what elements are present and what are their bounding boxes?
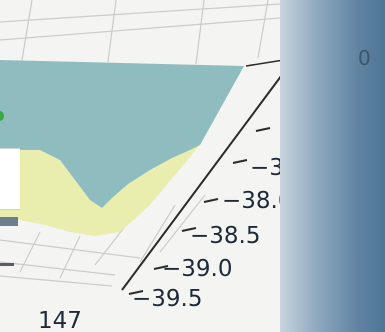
floor-grid-line	[59, 235, 81, 279]
z-tick-label: −39.0	[162, 256, 232, 282]
marker-dot	[0, 111, 4, 121]
floor-grid-line	[0, 239, 141, 259]
overlay-line	[0, 263, 14, 266]
floor-grid-line	[0, 261, 116, 276]
z-tick-label: −39.5	[132, 286, 202, 312]
z-tick-mark	[153, 265, 169, 270]
pane-grid	[0, 0, 281, 287]
surface-top-region	[0, 60, 244, 208]
pane-grid-line	[21, 0, 33, 61]
z-tick-mark	[128, 290, 144, 295]
surface-low-region	[0, 145, 200, 236]
colorbar-tick-label: 0	[358, 46, 371, 70]
pane-grid-line	[0, 17, 281, 41]
pane-grid-line	[195, 0, 205, 65]
floor-grid-line	[139, 204, 176, 263]
z-tick-mark	[181, 227, 197, 232]
floor-grid-line	[159, 194, 206, 253]
pane-grid-line	[0, 3, 281, 23]
overlay-card	[0, 148, 20, 210]
z-tick-label: −38.5	[190, 223, 260, 249]
overlay-bar	[0, 217, 18, 226]
floor-grid-line	[19, 231, 41, 273]
colorbar-panel	[280, 0, 385, 332]
z-axis-line	[121, 55, 297, 291]
pane-grid-line	[107, 0, 117, 63]
z-tick-mark	[203, 198, 219, 203]
pane-grid-line	[257, 0, 269, 59]
z-tick-mark	[232, 159, 248, 164]
x-tick-label: 147	[38, 308, 82, 332]
z-tick-mark	[255, 127, 271, 132]
floor-grid-line	[0, 275, 113, 287]
